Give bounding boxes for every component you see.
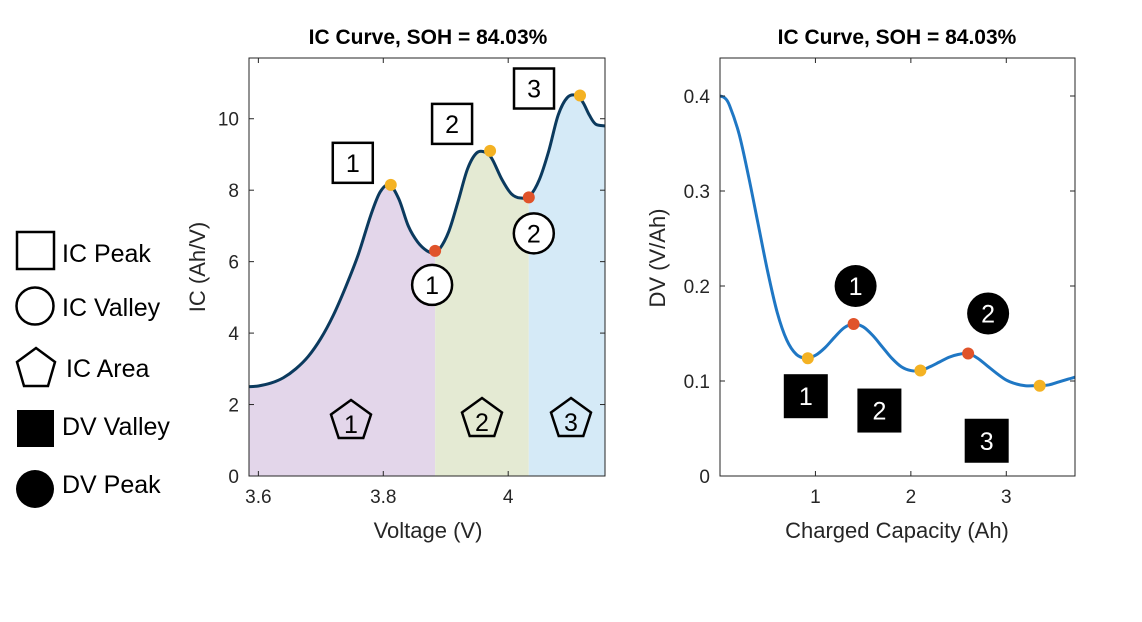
ic-y-tick-label: 0 [228,467,239,488]
ic-y-axis-label: IC (Ah/V) [185,222,210,312]
ic-area-region-2 [435,151,529,476]
ic-area-regions [249,94,605,476]
dv-valley-filled-square-icon [783,374,828,419]
ic-peak-marker-2 [484,144,497,157]
dv-axes-frame [719,57,1076,477]
legend-label: DV Peak [62,470,161,499]
dv-peak-annotation-label: 1 [849,273,863,301]
ic-area-pentagon-icon [329,398,373,440]
dv-valley-filled-square-icon [964,418,1009,463]
dv-peak-marker-2 [962,347,975,360]
dv-curve-line [719,94,1076,388]
ic-valley-annotation-label: 2 [527,220,541,248]
dv-valley-filled-square-icon [857,388,902,433]
ic-area-annotation-label: 1 [344,411,358,439]
ic-peak-marker-1 [384,178,397,191]
ic-y-tick-label: 10 [218,110,239,131]
ic-peak-annotation-label: 1 [346,150,360,178]
ic-x-ticks: 3.6 3.8 4 [245,58,514,508]
ic-peak-marker-3 [574,89,587,102]
legend-label: IC Area [66,354,150,383]
ic-curve-line [248,93,606,389]
ic-valley-circle-icon [410,263,454,307]
ic-x-tick-label: 3.6 [245,487,271,508]
ic-x-tick-label: 4 [503,487,514,508]
legend-symbols [15,230,57,508]
ic-curve-group [248,93,606,389]
dv-x-axis-label: Charged Capacity (Ah) [785,518,1009,543]
legend-square-icon [15,230,56,271]
dv-markers [801,318,1046,392]
ic-chart-title: IC Curve, SOH = 84.03% [309,26,548,49]
ic-valley-marker-1 [429,244,442,257]
ic-y-tick-label: 4 [228,324,239,345]
dv-valley-annotation-label: 1 [799,383,813,411]
ic-peak-square-icon [512,67,556,110]
legend-item-dv-peak: DV Peak [56,463,161,507]
legend-item-dv-valley: DV Valley [56,405,170,449]
dv-peak-annotation-label: 2 [981,300,995,328]
ic-area-annotation-label: 3 [564,409,578,437]
dv-y-tick-label: 0.3 [684,182,710,203]
ic-annotations: 1 2 3 1 2 1 2 3 [329,67,593,440]
dv-y-tick-label: 0 [699,467,710,488]
legend-item-ic-area: IC Area [60,347,149,391]
ic-peak-annotation-label: 2 [445,111,459,139]
dv-peak-marker-1 [847,318,860,330]
ic-area-region-3 [528,94,605,476]
dv-y-ticks: 0 0.1 0.2 0.3 0.4 [684,87,1075,488]
ic-valley-annotation-label: 1 [425,272,439,300]
ic-area-region-1 [249,184,436,476]
legend-filled-square-icon [17,410,54,447]
legend-circle-icon [15,286,55,326]
ic-markers [384,89,587,257]
ic-peak-square-icon [430,102,474,146]
dv-peak-filled-circle-icon [834,265,877,307]
legend-label: IC Valley [62,293,161,322]
dv-chart-title: IC Curve, SOH = 84.03% [778,26,1017,49]
dv-valley-annotation-label: 2 [872,398,886,426]
ic-area-annotation-label: 2 [475,409,489,437]
legend-pentagon-icon [15,346,57,388]
legend-item-ic-valley: IC Valley [56,286,160,330]
dv-x-tick-label: 2 [906,487,917,508]
ic-y-tick-label: 2 [228,396,239,417]
ic-y-tick-label: 6 [228,253,239,274]
dv-peak-filled-circle-icon [967,292,1010,335]
legend-item-ic-peak: IC Peak [56,232,151,276]
dv-y-tick-label: 0.4 [684,87,711,108]
dv-y-axis-label: DV (V/Ah) [645,208,670,307]
legend-label: IC Peak [62,239,151,268]
dv-annotations: 1 2 3 1 2 [783,265,1010,463]
ic-y-tick-label: 8 [228,181,239,202]
dv-valley-marker-2 [914,364,927,377]
legend-filled-circle-icon [16,470,54,508]
dv-valley-marker-1 [801,352,814,365]
ic-valley-circle-icon [512,212,556,255]
dv-y-tick-label: 0.1 [684,372,710,393]
ic-x-tick-label: 3.8 [370,487,396,508]
dv-chart: 1 2 3 0 0.1 0.2 0.3 0.4 1 2 3 1 2 IC Curve, SOH = … [645,26,1076,543]
ic-x-axis-label: Voltage (V) [374,518,483,543]
ic-peak-annotation-label: 3 [527,76,541,104]
dv-curve-group [719,94,1076,388]
dv-x-tick-label: 1 [810,487,821,508]
ic-y-ticks: 0 2 4 6 8 10 [218,110,605,488]
ic-axes-frame [248,57,606,477]
ic-peak-square-icon [331,141,375,185]
ic-area-pentagon-icon [549,396,593,438]
ic-area-pentagon-icon [460,396,504,438]
dv-y-tick-label: 0.2 [684,277,710,298]
dv-x-tick-label: 3 [1001,487,1012,508]
ic-valley-marker-2 [522,191,535,204]
dv-valley-marker-3 [1033,379,1046,392]
legend-label: DV Valley [62,412,170,441]
dv-valley-annotation-label: 3 [980,428,994,456]
dv-x-ticks: 1 2 3 [810,58,1012,508]
